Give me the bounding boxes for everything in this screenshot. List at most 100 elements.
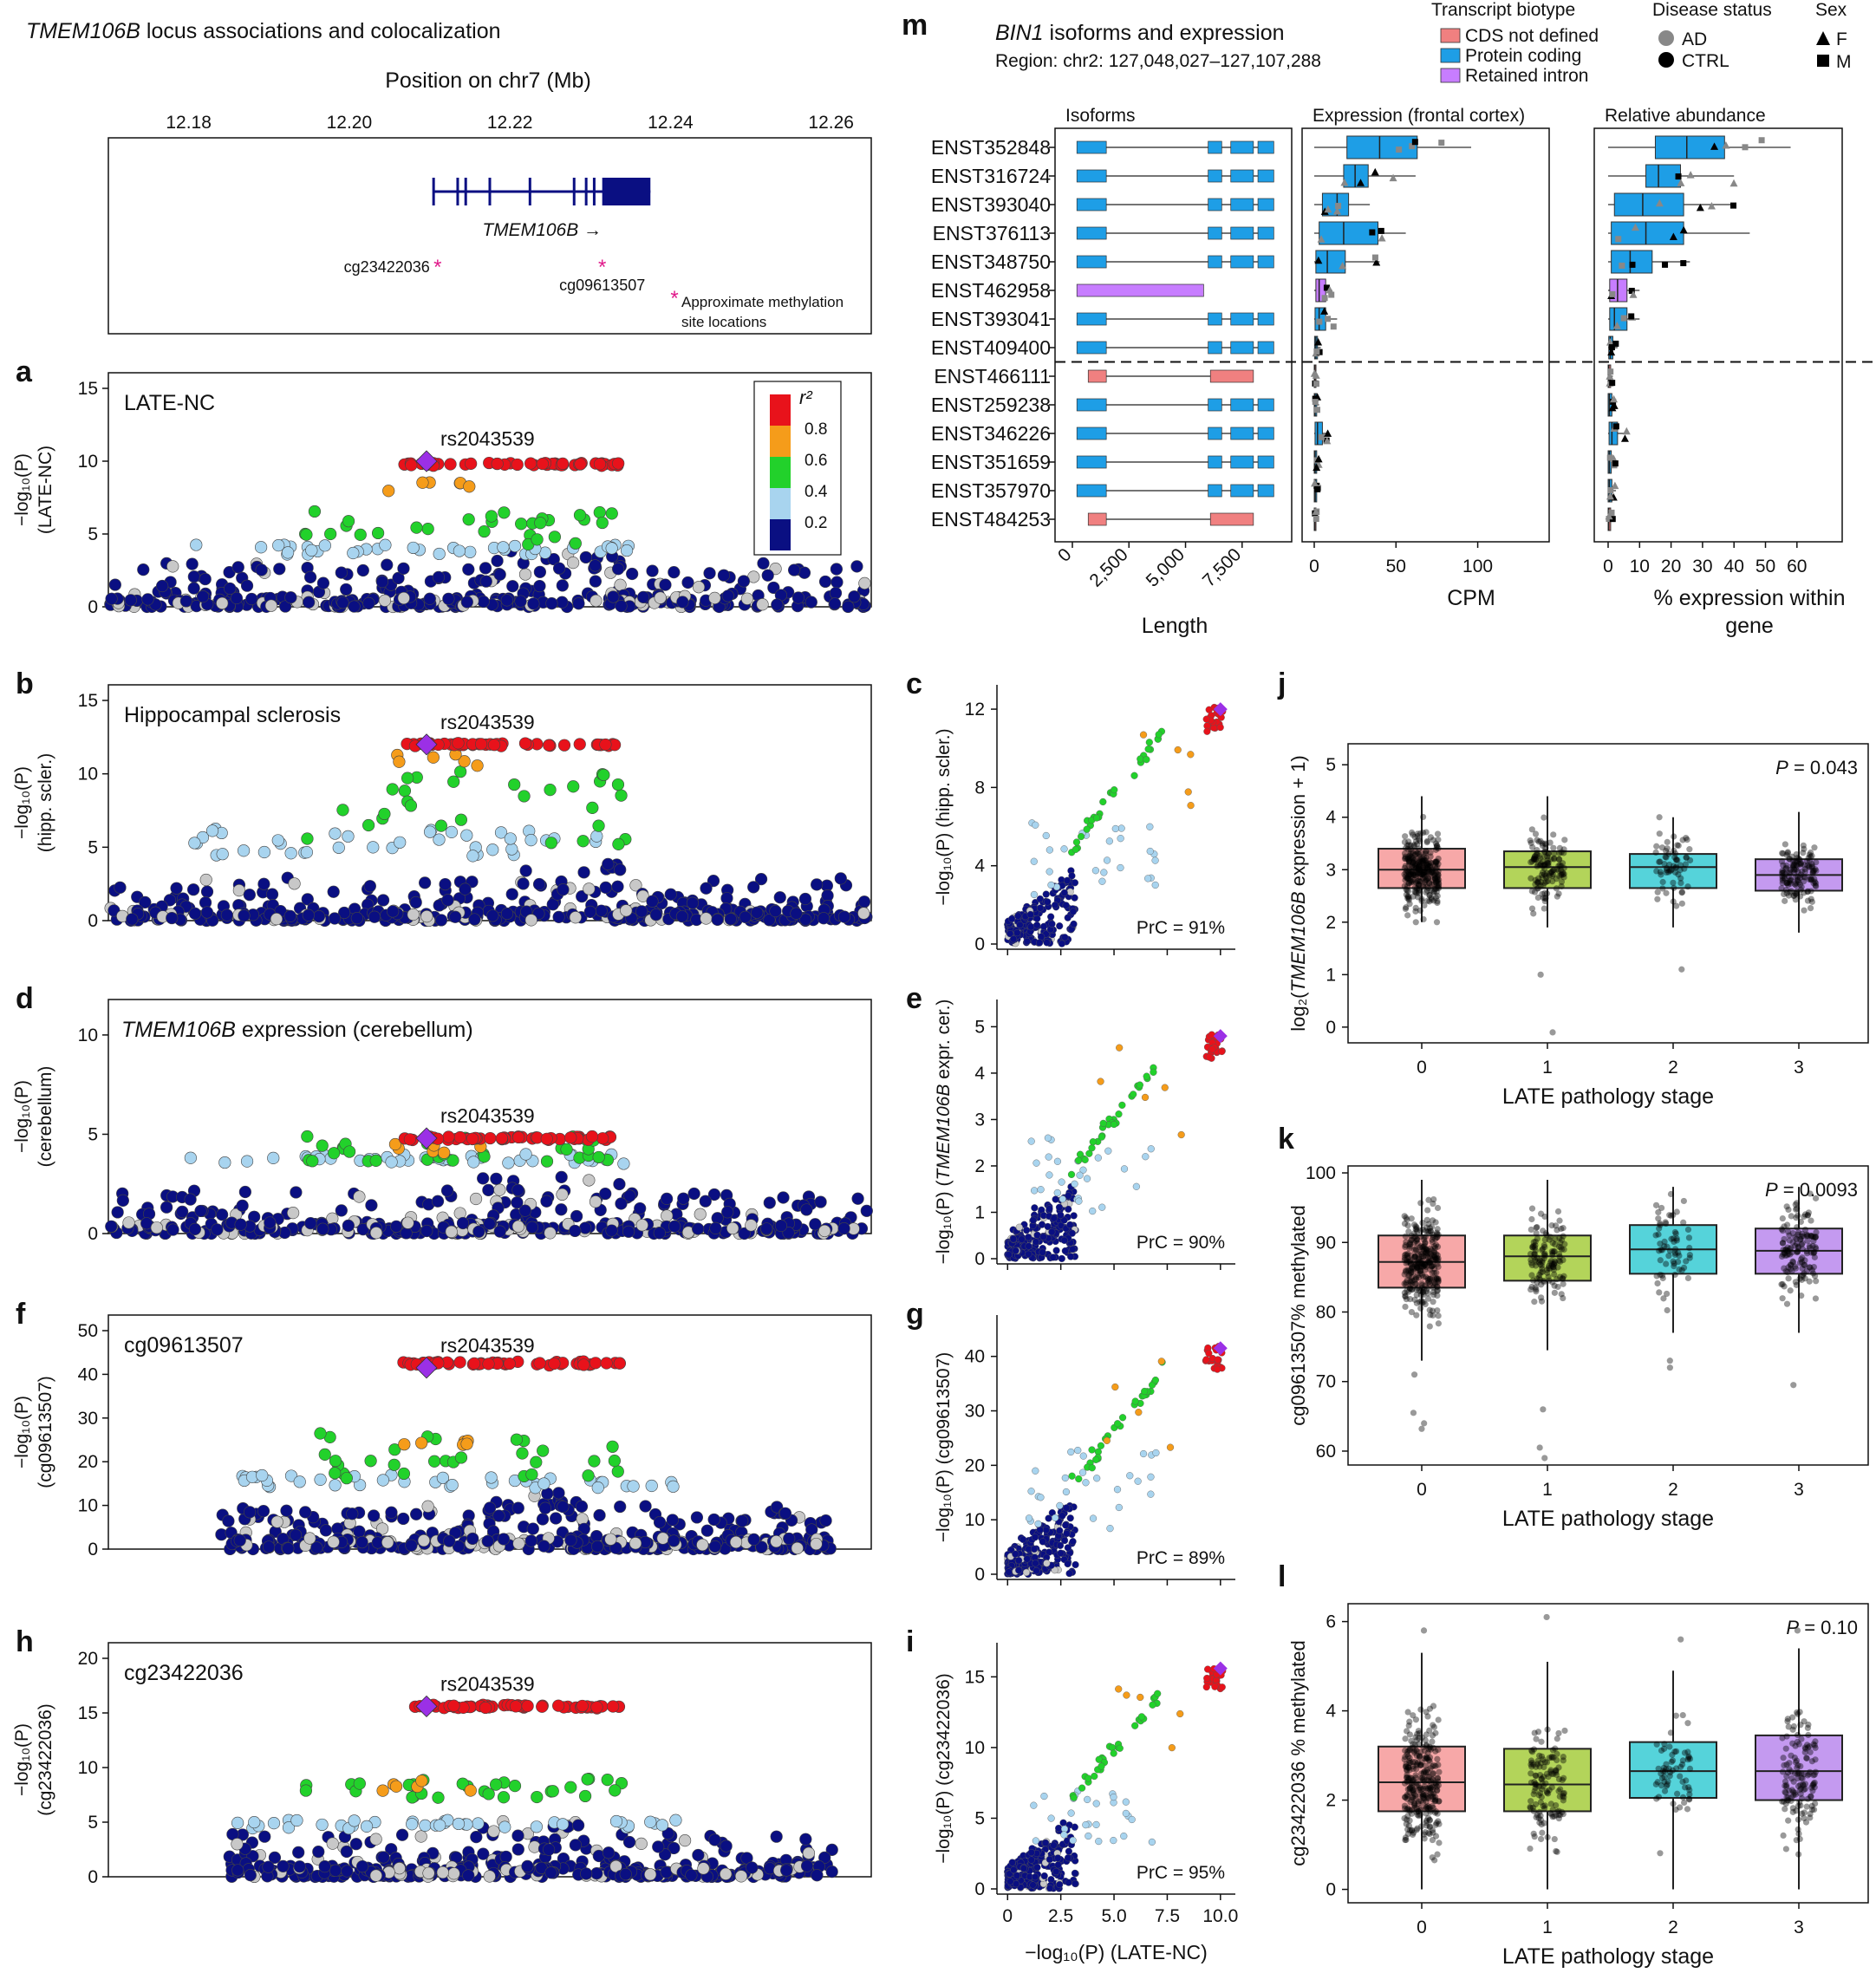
- data-point: [692, 1848, 705, 1862]
- data-point: [734, 1870, 748, 1883]
- data-point: [1120, 1165, 1129, 1173]
- data-point: [540, 1195, 553, 1208]
- data-point: [460, 1437, 473, 1450]
- data-point: [1059, 1195, 1066, 1203]
- data-point: [1143, 1072, 1150, 1080]
- data-point: [483, 1501, 497, 1514]
- data-point: [1039, 1538, 1046, 1546]
- data-point: [1421, 1286, 1428, 1293]
- data-point: [1808, 888, 1814, 895]
- y-tick-label: 0: [974, 1879, 985, 1899]
- data-point: [1417, 1305, 1424, 1312]
- data-point: [589, 1357, 603, 1370]
- data-point: [1078, 1784, 1086, 1792]
- y-tick-label: 90: [1316, 1233, 1336, 1253]
- data-point: [257, 845, 270, 859]
- data-point: [378, 594, 392, 607]
- data-point: [721, 589, 734, 602]
- data-point: [1408, 1215, 1415, 1222]
- data-point: [1045, 1205, 1053, 1213]
- text-span: (: [934, 1180, 954, 1191]
- data-point: [423, 825, 437, 838]
- data-point: [447, 1699, 460, 1712]
- data-point: [511, 1501, 524, 1514]
- data-point: [761, 569, 774, 582]
- y-axis-label: −log₁₀(P): [12, 453, 32, 526]
- data-point: [1030, 1187, 1039, 1195]
- data-point: [1061, 1474, 1069, 1482]
- data-point: [582, 1469, 595, 1482]
- data-point: [1216, 723, 1224, 732]
- data-point: [1128, 1815, 1136, 1824]
- data-point: [1430, 1299, 1436, 1306]
- y-tick-label: 1: [1326, 965, 1336, 985]
- data-point: [591, 1481, 604, 1494]
- data-point: [1117, 824, 1125, 832]
- data-point: [508, 1780, 522, 1793]
- legend-label: 0.2: [804, 514, 827, 532]
- data-point: [739, 910, 752, 923]
- data-point: [482, 1358, 495, 1371]
- data-point: [711, 1212, 724, 1225]
- data-point: [1083, 825, 1091, 833]
- y-tick-label: 10: [78, 1758, 98, 1778]
- data-point: [1678, 889, 1685, 896]
- data-point: [454, 765, 467, 778]
- data-point: [1414, 1228, 1421, 1235]
- y-axis-label: −log₁₀(P) (hipp. scler.): [934, 728, 954, 905]
- data-point: [236, 1199, 249, 1212]
- data-point: [1435, 837, 1442, 843]
- data-point: [353, 1190, 366, 1203]
- data-point: [696, 1538, 709, 1552]
- y-tick-label: 15: [78, 379, 98, 399]
- data-point: [369, 1154, 382, 1167]
- data-point: [1654, 895, 1661, 902]
- data-point: [543, 739, 556, 752]
- data-point: [417, 1534, 431, 1547]
- data-point: [1037, 1494, 1045, 1501]
- data-point: [353, 1525, 366, 1538]
- data-point: [233, 1533, 246, 1547]
- data-point: [393, 755, 406, 768]
- data-point: [552, 1699, 565, 1712]
- data-point: [188, 1222, 202, 1235]
- y-axis-label: −log₁₀(P) (cg09613507): [934, 1352, 954, 1543]
- data-point: [791, 1541, 804, 1555]
- data-point: [427, 1455, 441, 1468]
- data-point: [1032, 1566, 1040, 1575]
- data-point: [620, 904, 633, 917]
- data-point: [745, 1219, 758, 1232]
- data-point: [1074, 1156, 1083, 1164]
- data-point: [1434, 892, 1441, 900]
- data-point: [531, 1790, 544, 1804]
- data-point: [1072, 1560, 1079, 1569]
- data-point: [1039, 1248, 1046, 1256]
- data-point: [1030, 1545, 1039, 1553]
- data-point: [1560, 864, 1567, 871]
- data-point: [611, 880, 624, 893]
- data-point: [401, 772, 414, 785]
- y-tick-label: 30: [78, 1409, 98, 1429]
- data-point: [1110, 1120, 1118, 1129]
- y-tick-label: 0: [88, 1867, 98, 1887]
- data-point: [299, 1506, 312, 1519]
- data-point: [1031, 1533, 1039, 1541]
- y-tick-label: 70: [1316, 1372, 1336, 1392]
- data-point: [1066, 1221, 1074, 1229]
- data-point: [519, 864, 532, 877]
- data-point: [477, 1172, 490, 1185]
- data-point: [463, 480, 476, 493]
- data-point: [342, 515, 355, 528]
- data-point: [1066, 1514, 1074, 1522]
- data-point: [262, 1860, 275, 1873]
- data-point: [308, 505, 322, 518]
- data-point: [305, 544, 318, 557]
- data-point: [303, 570, 317, 583]
- data-point: [1560, 874, 1567, 881]
- data-point: [1069, 908, 1077, 915]
- data-point: [1653, 843, 1660, 850]
- data-point: [1078, 1468, 1087, 1476]
- data-point: [1414, 832, 1421, 840]
- data-point: [401, 1216, 414, 1229]
- data-point: [1029, 1216, 1037, 1224]
